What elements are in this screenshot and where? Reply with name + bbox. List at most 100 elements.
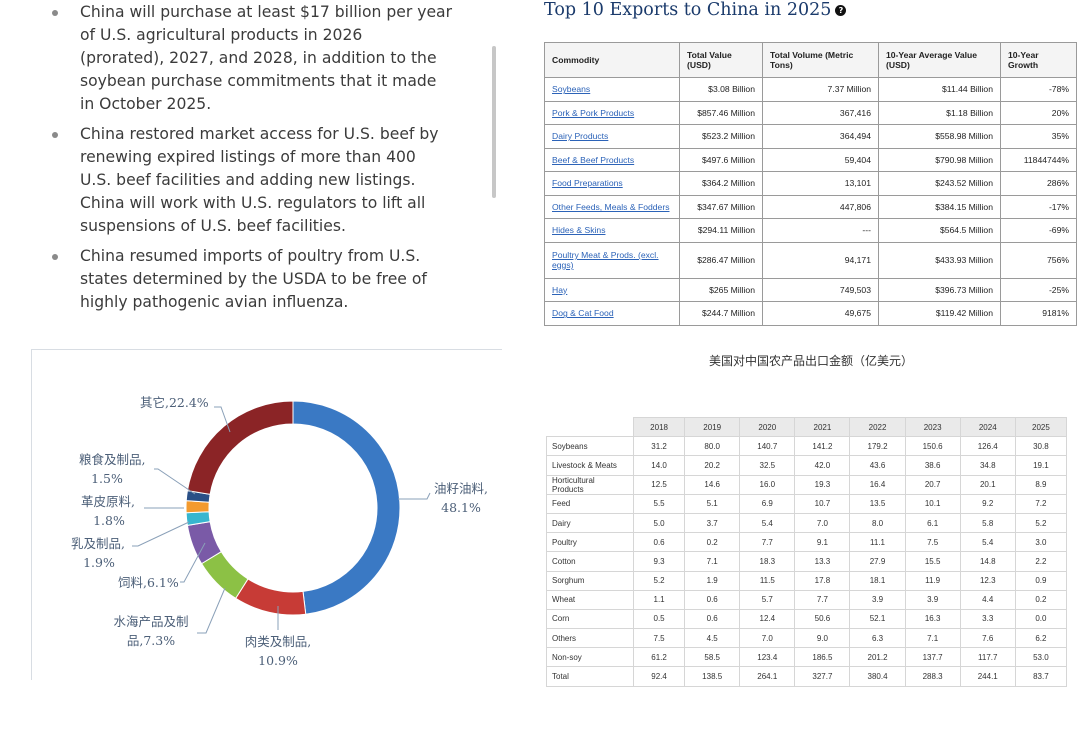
scrollbar[interactable] (492, 46, 496, 198)
bullet-line: soybean purchase commitments that it mad… (80, 72, 437, 90)
table-row: Food Preparations $364.2 Million 13,101 $24… (544, 171, 1077, 196)
commodity-link[interactable]: Other Feeds, Meals & Fodders (552, 201, 670, 212)
cell-value: $286.47 Million (679, 241, 763, 279)
value-cell: 6.3 (849, 628, 906, 649)
cell-average: $558.98 Million (878, 124, 1001, 149)
commodity-link[interactable]: Poultry Meat & Prods. (excl. eggs) (552, 250, 659, 270)
cell-average: $11.44 Billion (878, 77, 1001, 102)
cell-commodity: Hides & Skins (544, 218, 680, 243)
cell-volume: 367,416 (762, 100, 879, 125)
col-header-commodity: Commodity (544, 42, 680, 78)
value-cell: 92.4 (632, 666, 686, 687)
table-row: Others 7.5 4.5 7.0 9.0 6.3 7.1 7.6 6.2 (546, 628, 1068, 649)
info-icon[interactable]: ? (835, 5, 847, 16)
value-cell: 288.3 (904, 666, 961, 687)
value-cell: 3.0 (1014, 532, 1068, 553)
value-cell: 201.2 (849, 647, 906, 668)
leader-line (154, 468, 196, 495)
commodity-link[interactable]: Soybeans (552, 84, 591, 95)
value-cell: 141.2 (794, 436, 851, 457)
bullet-item-poultry: China resumed imports of poultry from U.… (52, 245, 485, 314)
value-cell: 12.3 (959, 570, 1016, 591)
cell-value: $294.11 Million (679, 218, 763, 243)
value-cell: 7.0 (794, 512, 851, 534)
value-cell: 179.2 (849, 436, 906, 457)
leader-line (180, 542, 206, 583)
commodity-link[interactable]: Beef & Beef Products (552, 154, 635, 165)
cell-commodity: Dog & Cat Food (544, 301, 680, 326)
value-cell: 30.8 (1014, 436, 1068, 457)
row-label: Sorghum (546, 570, 634, 591)
value-cell: 186.5 (794, 647, 851, 668)
slice-label-value: 1.5% (91, 471, 123, 486)
table-row: Total 92.4 138.5 264.1 327.7 380.4 288.3 244.1 8… (546, 666, 1068, 687)
cell-value: $244.7 Million (679, 301, 763, 326)
row-label: Livestock & Meats (546, 455, 634, 476)
bullet-line: of U.S. agricultural products in 2026 (80, 26, 363, 44)
commodity-link[interactable]: Hay (552, 284, 568, 295)
value-cell: 7.2 (1014, 493, 1068, 514)
bullet-dot (52, 10, 58, 16)
value-cell: 0.5 (632, 608, 686, 630)
corner-cell (546, 416, 634, 438)
commodity-link[interactable]: Food Preparations (552, 178, 623, 189)
bullet-item-purchase: China will purchase at least $17 billion… (52, 1, 485, 116)
cell-commodity: Food Preparations (544, 171, 680, 196)
value-cell: 6.2 (1014, 628, 1068, 649)
table-row: Poultry Meat & Prods. (excl. eggs) $286.4… (544, 241, 1077, 279)
row-label: Total (546, 666, 634, 687)
year-header: 2021 (794, 416, 851, 438)
bullet-item-beef: China restored market access for U.S. be… (52, 123, 485, 238)
value-cell: 20.7 (904, 474, 961, 495)
table-row: Poultry 0.6 0.2 7.7 9.1 11.1 7.5 5.4 3.0 (546, 532, 1068, 553)
value-cell: 7.1 (684, 551, 741, 572)
slice-label: 水海产品及制 (113, 614, 188, 629)
table-row: Hides & Skins $294.11 Million --- $564.5 Mi… (544, 218, 1077, 243)
bullet-line: China restored market access for U.S. be… (80, 125, 439, 143)
cell-growth: -69% (1000, 218, 1077, 243)
value-cell: 20.2 (684, 455, 741, 476)
cell-volume: 447,806 (762, 194, 879, 219)
commodity-link[interactable]: Pork & Pork Products (552, 107, 635, 118)
commodity-link[interactable]: Dog & Cat Food (552, 308, 614, 319)
exports-title: Top 10 Exports to China in 2025? (544, 0, 847, 20)
value-cell: 0.0 (1014, 608, 1068, 630)
cell-volume: 364,494 (762, 124, 879, 149)
cell-average: $1.18 Billion (878, 100, 1001, 125)
row-label: Non-soy (546, 647, 634, 668)
bullet-line: highly pathogenic avian influenza. (80, 293, 349, 311)
value-cell: 150.6 (904, 436, 961, 457)
table-row: Pork & Pork Products $857.46 Million 367,4… (544, 100, 1077, 125)
value-cell: 83.7 (1014, 666, 1068, 687)
value-cell: 5.1 (684, 493, 741, 514)
volume-table-title: 美国对中国农产品出口金额（亿美元） (708, 354, 913, 368)
cell-commodity: Other Feeds, Meals & Fodders (544, 194, 680, 219)
value-cell: 11.9 (904, 570, 961, 591)
value-cell: 7.5 (904, 532, 961, 553)
value-cell: 138.5 (684, 666, 741, 687)
leader-line (398, 492, 431, 500)
col-header-average: 10-Year Average Value (USD) (878, 42, 1001, 78)
slice-label: 油籽油料, (434, 481, 488, 496)
value-cell: 7.5 (632, 628, 686, 649)
row-label: Wheat (546, 589, 634, 610)
year-header: 2020 (739, 416, 796, 438)
table-row: Beef & Beef Products $497.6 Million 59,404… (544, 147, 1077, 172)
value-cell: 5.0 (632, 512, 686, 534)
cell-growth: 11844744% (1000, 147, 1077, 172)
value-cell: 17.8 (794, 570, 851, 591)
cell-volume: 59,404 (762, 147, 879, 172)
volume-header-row: 2018 2019 2020 2021 2022 2023 2024 2025 (546, 416, 1068, 438)
value-cell: 9.3 (632, 551, 686, 572)
value-cell: 53.0 (1014, 647, 1068, 668)
value-cell: 58.5 (684, 647, 741, 668)
value-cell: 11.1 (849, 532, 906, 553)
cell-average: $243.52 Million (878, 171, 1001, 196)
col-header-growth: 10-Year Growth (1000, 42, 1077, 78)
year-header: 2022 (849, 416, 906, 438)
cell-value: $364.2 Million (679, 171, 763, 196)
cell-volume: --- (762, 218, 879, 243)
cell-growth: -78% (1000, 77, 1077, 102)
commodity-link[interactable]: Hides & Skins (552, 225, 606, 236)
commodity-link[interactable]: Dairy Products (552, 131, 609, 142)
